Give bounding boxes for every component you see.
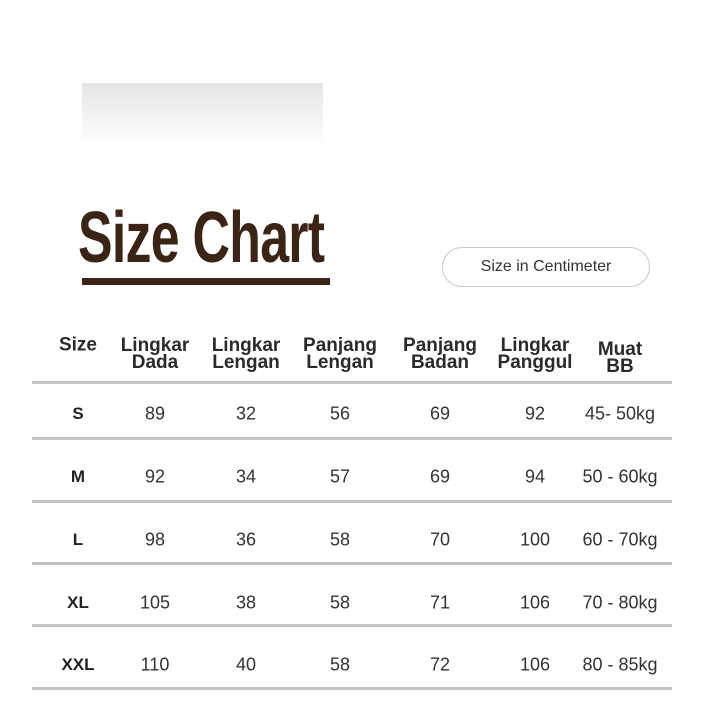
table-cell: 100	[519, 529, 551, 550]
title-underline	[82, 278, 330, 285]
table-cell: 92	[144, 466, 166, 487]
table-cell: 56	[329, 403, 351, 424]
row-divider	[32, 562, 672, 565]
size-label: L	[72, 530, 84, 549]
table-cell: 71	[429, 592, 451, 613]
table-cell: 50 - 60kg	[582, 466, 658, 487]
table-cell: 58	[329, 529, 351, 550]
column-header: Size	[58, 334, 98, 356]
size-label: XL	[67, 593, 89, 612]
table-cell: 58	[329, 592, 351, 613]
table-cell: 98	[144, 529, 166, 550]
column-header: Muat BB	[597, 339, 643, 377]
table-cell: 34	[235, 466, 257, 487]
table-cell: 60 - 70kg	[582, 529, 658, 550]
unit-badge: Size in Centimeter	[442, 247, 650, 287]
table-cell: 110	[140, 654, 170, 675]
table-cell: 45- 50kg	[584, 403, 656, 424]
row-divider	[32, 437, 672, 440]
table-cell: 69	[429, 466, 451, 487]
table-cell: 70	[429, 529, 451, 550]
unit-badge-label: Size in Centimeter	[480, 258, 612, 275]
size-label: M	[70, 467, 86, 486]
table-cell: 94	[524, 466, 546, 487]
page-title: Size Chart	[78, 198, 325, 278]
table-cell: 36	[235, 529, 257, 550]
table-cell: 40	[235, 654, 257, 675]
table-cell: 92	[524, 403, 546, 424]
table-cell: 32	[235, 403, 257, 424]
table-cell: 106	[519, 654, 551, 675]
table-cell: 70 - 80kg	[582, 592, 658, 613]
table-cell: 69	[429, 403, 451, 424]
table-cell: 38	[235, 592, 257, 613]
row-divider	[32, 500, 672, 503]
table-cell: 72	[429, 654, 451, 675]
table-cell: 106	[519, 592, 551, 613]
column-header: Lingkar Panggul	[497, 335, 573, 373]
column-header: Panjang Lengan	[303, 335, 377, 373]
row-divider	[32, 381, 672, 384]
size-label: XXL	[61, 655, 95, 674]
table-cell: 105	[139, 592, 171, 613]
row-divider	[32, 687, 672, 690]
size-label: S	[72, 404, 84, 423]
table-cell: 58	[329, 654, 351, 675]
table-cell: 89	[144, 403, 166, 424]
column-header: Lingkar Dada	[120, 335, 190, 373]
table-cell: 57	[329, 466, 351, 487]
column-header: Lingkar Lengan	[211, 335, 281, 373]
column-header: Panjang Badan	[403, 335, 477, 373]
decorative-gradient-panel	[82, 83, 323, 141]
table-cell: 80 - 85kg	[582, 654, 658, 675]
row-divider	[32, 624, 672, 627]
